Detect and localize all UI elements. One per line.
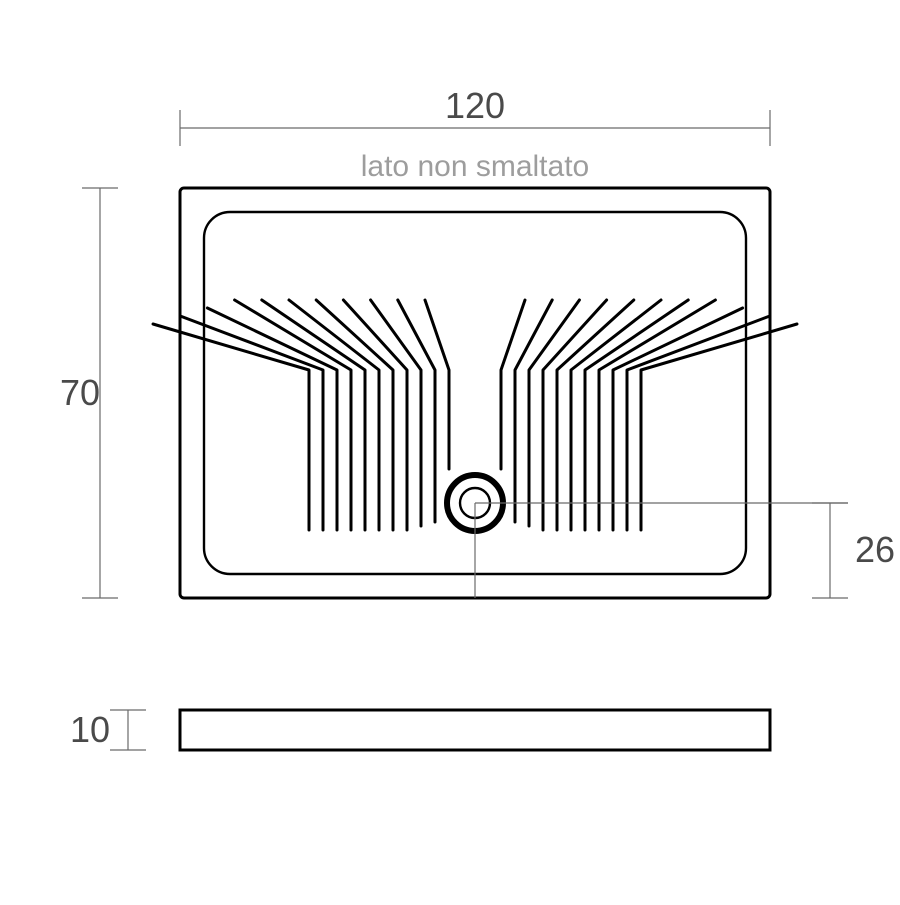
anti-slip-ridges-right bbox=[501, 300, 797, 530]
ridge-line bbox=[613, 308, 743, 530]
dimension-height-value: 70 bbox=[60, 372, 100, 413]
ridge-line bbox=[501, 300, 525, 469]
dimension-drain-offset-value: 26 bbox=[855, 529, 895, 570]
ridge-line bbox=[180, 316, 323, 530]
ridge-line bbox=[515, 300, 552, 522]
dimension-height: 70 bbox=[60, 188, 118, 598]
technical-drawing: 120 70 26 10 lato non smaltato bbox=[0, 0, 900, 900]
anti-slip-ridges-left bbox=[153, 300, 449, 530]
dimension-width-value: 120 bbox=[445, 85, 505, 126]
dimension-thickness-value: 10 bbox=[70, 709, 110, 750]
ridge-line bbox=[398, 300, 435, 522]
dimension-width: 120 bbox=[180, 85, 770, 146]
tray-side-view bbox=[180, 710, 770, 750]
note-unfinished-side: lato non smaltato bbox=[361, 150, 589, 183]
ridge-line bbox=[425, 300, 449, 469]
ridge-line bbox=[207, 308, 337, 530]
ridge-line bbox=[557, 300, 634, 530]
ridge-line bbox=[627, 316, 770, 530]
ridge-line bbox=[316, 300, 393, 530]
dimension-thickness: 10 bbox=[70, 709, 146, 750]
dimension-drain-offset: 26 bbox=[475, 503, 895, 598]
